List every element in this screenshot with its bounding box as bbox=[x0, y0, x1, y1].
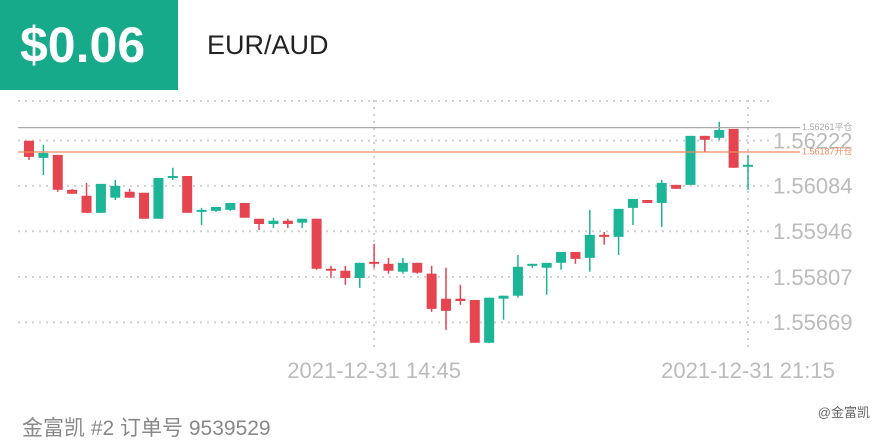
currency-pair: EUR/AUD bbox=[207, 30, 329, 60]
candle-body bbox=[671, 184, 682, 189]
y-tick-label: 1.56084 bbox=[773, 174, 853, 199]
candle-body bbox=[67, 189, 78, 194]
candle-body bbox=[95, 183, 106, 213]
candle-body bbox=[397, 262, 408, 272]
candle-body bbox=[412, 262, 423, 273]
candle-body bbox=[110, 185, 121, 198]
candle-body bbox=[441, 298, 452, 311]
candle-body bbox=[282, 220, 293, 225]
candle-body bbox=[225, 202, 236, 210]
candle-body bbox=[455, 298, 466, 301]
candle-body bbox=[527, 263, 538, 266]
profit-badge: $0.06 bbox=[0, 0, 178, 90]
candle-body bbox=[743, 164, 753, 167]
candle-body bbox=[311, 218, 322, 269]
candle-body bbox=[656, 182, 667, 203]
candle-body bbox=[38, 152, 49, 158]
candle-body bbox=[642, 200, 653, 203]
candle-body bbox=[685, 135, 696, 185]
y-tick-label: 1.56222 bbox=[773, 128, 853, 153]
candle-body bbox=[599, 234, 610, 237]
candle-body bbox=[469, 300, 480, 343]
candle-body bbox=[167, 175, 178, 178]
candle-body bbox=[81, 195, 92, 213]
candle-body bbox=[254, 218, 265, 225]
candle-body bbox=[714, 129, 725, 138]
candle-body bbox=[153, 177, 164, 219]
candle-body bbox=[556, 251, 567, 263]
x-tick-label: 2021-12-31 21:15 bbox=[661, 358, 835, 383]
candle-body bbox=[268, 220, 279, 225]
candle-body bbox=[426, 273, 437, 309]
candlestick-chart: 1.56222 1.56084 1.55946 1.55807 1.55669 2021-… bbox=[18, 100, 853, 383]
candle-body bbox=[369, 261, 380, 264]
candle-body bbox=[139, 192, 150, 219]
candle-body bbox=[182, 175, 193, 213]
y-tick-label: 1.55669 bbox=[773, 310, 853, 335]
y-tick-label: 1.55807 bbox=[773, 265, 853, 290]
profit-amount: $0.06 bbox=[20, 17, 146, 73]
candle-body bbox=[354, 262, 365, 278]
candle-body bbox=[340, 270, 351, 278]
candle-body bbox=[484, 297, 495, 343]
ref-line-label: 1.56187开仓 bbox=[802, 145, 853, 156]
candle-body bbox=[584, 234, 595, 258]
candle-body bbox=[498, 295, 509, 299]
candle-body bbox=[541, 262, 552, 268]
order-info: 金富凯 #2 订单号 9539529 bbox=[22, 417, 271, 440]
candle-body bbox=[196, 209, 207, 212]
candle-body bbox=[699, 135, 710, 140]
y-tick-label: 1.55946 bbox=[773, 219, 853, 244]
candle-body bbox=[383, 263, 394, 271]
candle-body bbox=[570, 251, 581, 259]
candle-body bbox=[124, 191, 135, 198]
ref-line-label: 1.56261平仓 bbox=[802, 121, 853, 132]
candle-body bbox=[728, 128, 739, 168]
candle-body bbox=[627, 199, 638, 208]
watermark: @金富凯 bbox=[817, 405, 870, 420]
candle-body bbox=[613, 208, 624, 237]
candle-body bbox=[325, 268, 336, 271]
candle-body bbox=[52, 154, 63, 190]
candle-body bbox=[239, 202, 250, 218]
candle-body bbox=[210, 206, 221, 211]
candle-body bbox=[512, 266, 523, 296]
candle-body bbox=[24, 140, 34, 157]
x-tick-label: 2021-12-31 14:45 bbox=[287, 358, 461, 383]
candle-body bbox=[297, 218, 308, 223]
